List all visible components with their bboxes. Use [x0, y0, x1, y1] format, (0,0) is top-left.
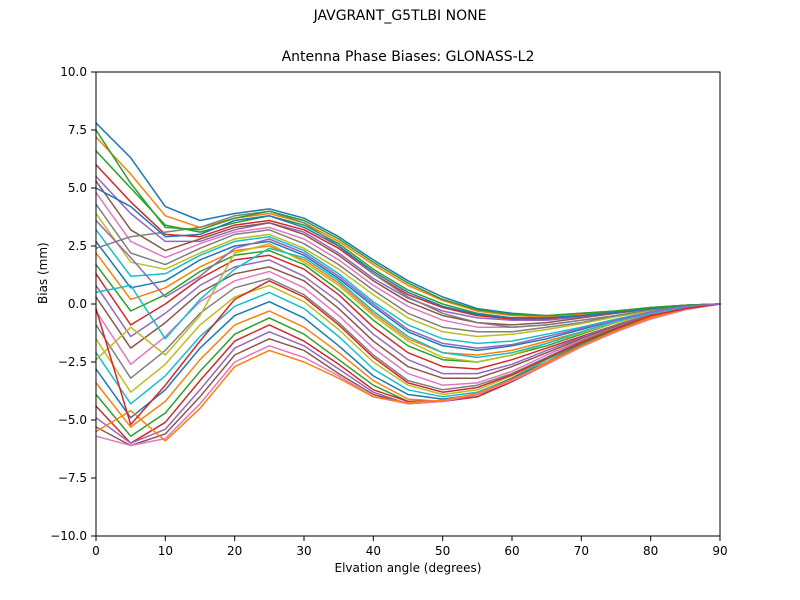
series-line [95, 187, 721, 319]
y-tick-label: −7.5 [58, 471, 87, 485]
series-line [95, 242, 721, 363]
series-line [95, 229, 721, 345]
series-line [95, 280, 721, 426]
x-tick-label: 0 [92, 544, 100, 558]
y-tick-label: −5.0 [58, 413, 87, 427]
figure-title: JAVGRANT_G5TLBI NONE [313, 8, 487, 24]
x-tick-label: 20 [227, 544, 242, 558]
y-tick-label: 7.5 [68, 123, 87, 137]
x-tick-label: 60 [504, 544, 519, 558]
y-tick-label: 0.0 [68, 297, 87, 311]
axes-title: Antenna Phase Biases: GLONASS-L2 [281, 49, 535, 65]
series-line [95, 212, 721, 338]
series-line [95, 129, 721, 317]
series-line [95, 291, 721, 405]
series-line [95, 277, 721, 391]
axes-box [95, 71, 721, 537]
x-tick-label: 30 [296, 544, 311, 558]
series-line [95, 219, 721, 349]
x-tick-label: 70 [574, 544, 589, 558]
y-tick-label: −2.5 [58, 355, 87, 369]
x-tick-label: 40 [366, 544, 381, 558]
x-axis-label: Elvation angle (degrees) [334, 561, 482, 575]
series-line [95, 303, 721, 442]
x-tick-label: 80 [643, 544, 658, 558]
y-tick-label: 5.0 [68, 181, 87, 195]
series-line [95, 266, 721, 379]
series-line [95, 303, 721, 447]
series-line [95, 180, 721, 326]
y-tick-label: 10.0 [60, 65, 87, 79]
series-line [95, 191, 721, 328]
x-tick-label: 10 [158, 544, 173, 558]
y-tick-label: 2.5 [68, 239, 87, 253]
x-tick-label: 90 [712, 544, 727, 558]
series-line [95, 210, 721, 328]
x-tick-label: 50 [435, 544, 450, 558]
y-tick-label: −10.0 [50, 529, 87, 543]
series-line [95, 259, 721, 375]
series-line [95, 247, 721, 359]
